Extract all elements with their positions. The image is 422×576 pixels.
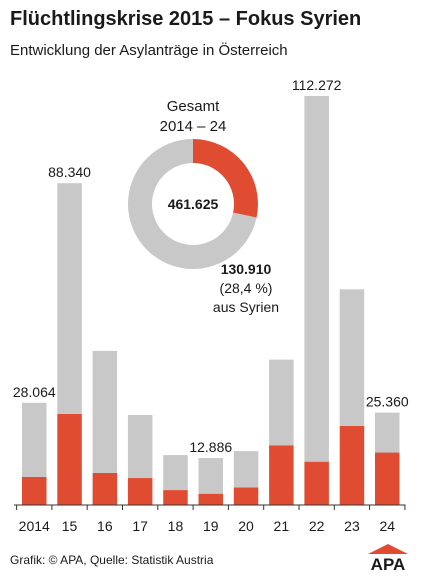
syria-caption-label: aus Syrien [213, 299, 279, 315]
bar-20-other [233, 451, 259, 488]
bar-24-syria [375, 452, 400, 505]
apa-logo-roof [368, 544, 408, 554]
bar-18-other [163, 455, 188, 491]
bar-17-other [127, 415, 153, 479]
bar-2014-other [22, 402, 47, 477]
apa-logo: APA [368, 544, 408, 572]
donut-slice-syria [193, 139, 258, 218]
bar-20-syria [233, 487, 259, 505]
bar-22-syria [304, 461, 329, 505]
x-tick-label: 2014 [19, 518, 50, 534]
bar-data-label: 28.064 [13, 384, 56, 400]
bar-data-label: 112.272 [292, 77, 342, 93]
bar-17-syria [127, 478, 153, 505]
bar-19-syria [198, 493, 223, 505]
x-tick-label: 22 [309, 518, 325, 534]
x-tick-label: 21 [274, 518, 290, 534]
bar-16-other [92, 350, 118, 473]
bar-data-label: 12.886 [189, 439, 232, 455]
bar-21-syria [269, 445, 294, 505]
bar-data-label: 88.340 [48, 164, 91, 180]
chart-title: Flüchtlingskrise 2015 – Fokus Syrien [10, 8, 362, 30]
bar-22-other [304, 96, 329, 462]
x-tick-label: 23 [344, 518, 360, 534]
x-tick-label: 19 [203, 518, 219, 534]
bar-2014-syria [22, 476, 47, 505]
x-tick-label: 20 [238, 518, 254, 534]
source-note: Grafik: © APA, Quelle: Statistik Austria [10, 553, 214, 567]
chart-subtitle: Entwicklung der Asylanträge in Österreic… [10, 42, 288, 59]
bar-15-other [57, 183, 82, 414]
bar-data-label: 25.360 [366, 394, 409, 410]
bar-24-other [375, 412, 400, 453]
x-tick-label: 16 [97, 518, 113, 534]
bar-23-other [339, 289, 365, 426]
bar-21-other [269, 359, 294, 446]
syria-total-label: 130.910 [221, 261, 272, 277]
apa-logo-text: APA [371, 555, 406, 572]
bar-18-syria [163, 490, 188, 505]
x-tick-label: 17 [132, 518, 148, 534]
donut-title-line1: Gesamt [167, 98, 220, 115]
bar-19-other [198, 458, 223, 494]
x-tick-label: 15 [62, 518, 78, 534]
donut-title-line2: 2014 – 24 [160, 118, 227, 135]
x-tick-label: 18 [168, 518, 184, 534]
bar-23-syria [339, 425, 365, 505]
syria-percent-label: (28,4 %) [220, 280, 273, 296]
bar-15-syria [57, 413, 82, 505]
donut-center-total: 461.625 [168, 196, 219, 212]
bar-16-syria [92, 472, 118, 505]
donut-slice-other [128, 139, 257, 269]
x-tick-label: 24 [379, 518, 395, 534]
